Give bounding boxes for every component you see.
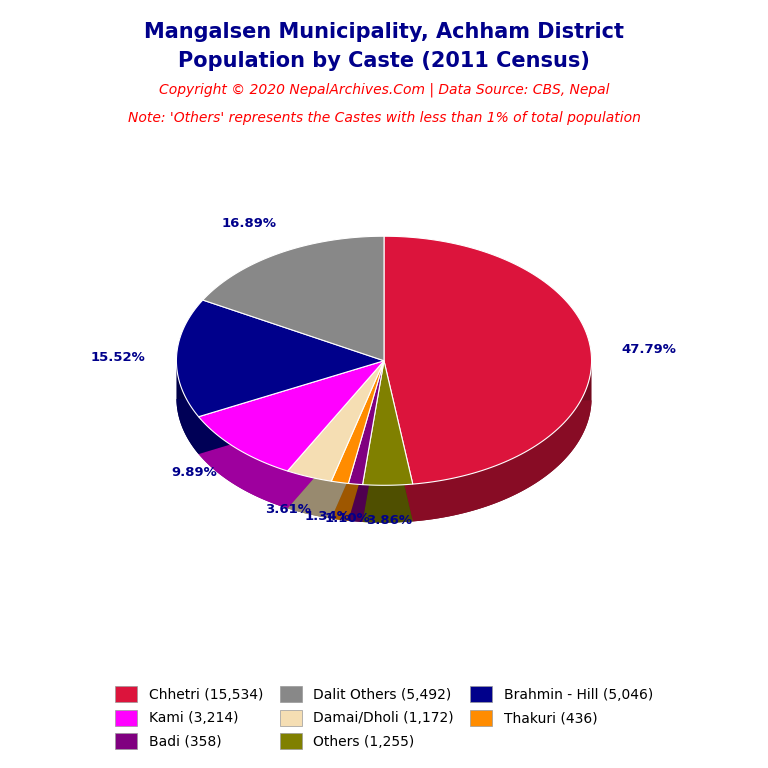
Text: Copyright © 2020 NepalArchives.Com | Data Source: CBS, Nepal: Copyright © 2020 NepalArchives.Com | Dat…: [159, 82, 609, 97]
Text: 1.34%: 1.34%: [304, 510, 350, 523]
Polygon shape: [287, 398, 384, 518]
Polygon shape: [287, 361, 384, 482]
Legend: Chhetri (15,534), Kami (3,214), Badi (358), Dalit Others (5,492), Damai/Dholi (1: Chhetri (15,534), Kami (3,214), Badi (35…: [110, 680, 658, 755]
Polygon shape: [331, 361, 384, 483]
Text: 1.10%: 1.10%: [325, 512, 370, 525]
Text: 3.86%: 3.86%: [366, 514, 412, 527]
Polygon shape: [199, 398, 384, 508]
Polygon shape: [199, 417, 287, 508]
Text: Population by Caste (2011 Census): Population by Caste (2011 Census): [178, 51, 590, 71]
Text: 47.79%: 47.79%: [621, 343, 677, 356]
Text: Note: 'Others' represents the Castes with less than 1% of total population: Note: 'Others' represents the Castes wit…: [127, 111, 641, 124]
Polygon shape: [349, 398, 384, 522]
Polygon shape: [349, 483, 362, 522]
Polygon shape: [177, 362, 199, 454]
Polygon shape: [199, 361, 384, 471]
Text: 9.89%: 9.89%: [171, 466, 217, 479]
Polygon shape: [384, 398, 591, 521]
Polygon shape: [384, 237, 591, 484]
Text: 16.89%: 16.89%: [222, 217, 277, 230]
Polygon shape: [362, 484, 412, 523]
Polygon shape: [362, 398, 412, 523]
Text: 3.61%: 3.61%: [265, 503, 311, 516]
Polygon shape: [362, 361, 412, 485]
Polygon shape: [349, 361, 384, 485]
Polygon shape: [331, 482, 349, 521]
Polygon shape: [331, 398, 384, 521]
Polygon shape: [287, 471, 331, 518]
Polygon shape: [203, 237, 384, 361]
Polygon shape: [177, 300, 384, 417]
Polygon shape: [412, 363, 591, 521]
Text: Mangalsen Municipality, Achham District: Mangalsen Municipality, Achham District: [144, 22, 624, 41]
Polygon shape: [177, 398, 384, 454]
Text: 15.52%: 15.52%: [91, 351, 146, 364]
